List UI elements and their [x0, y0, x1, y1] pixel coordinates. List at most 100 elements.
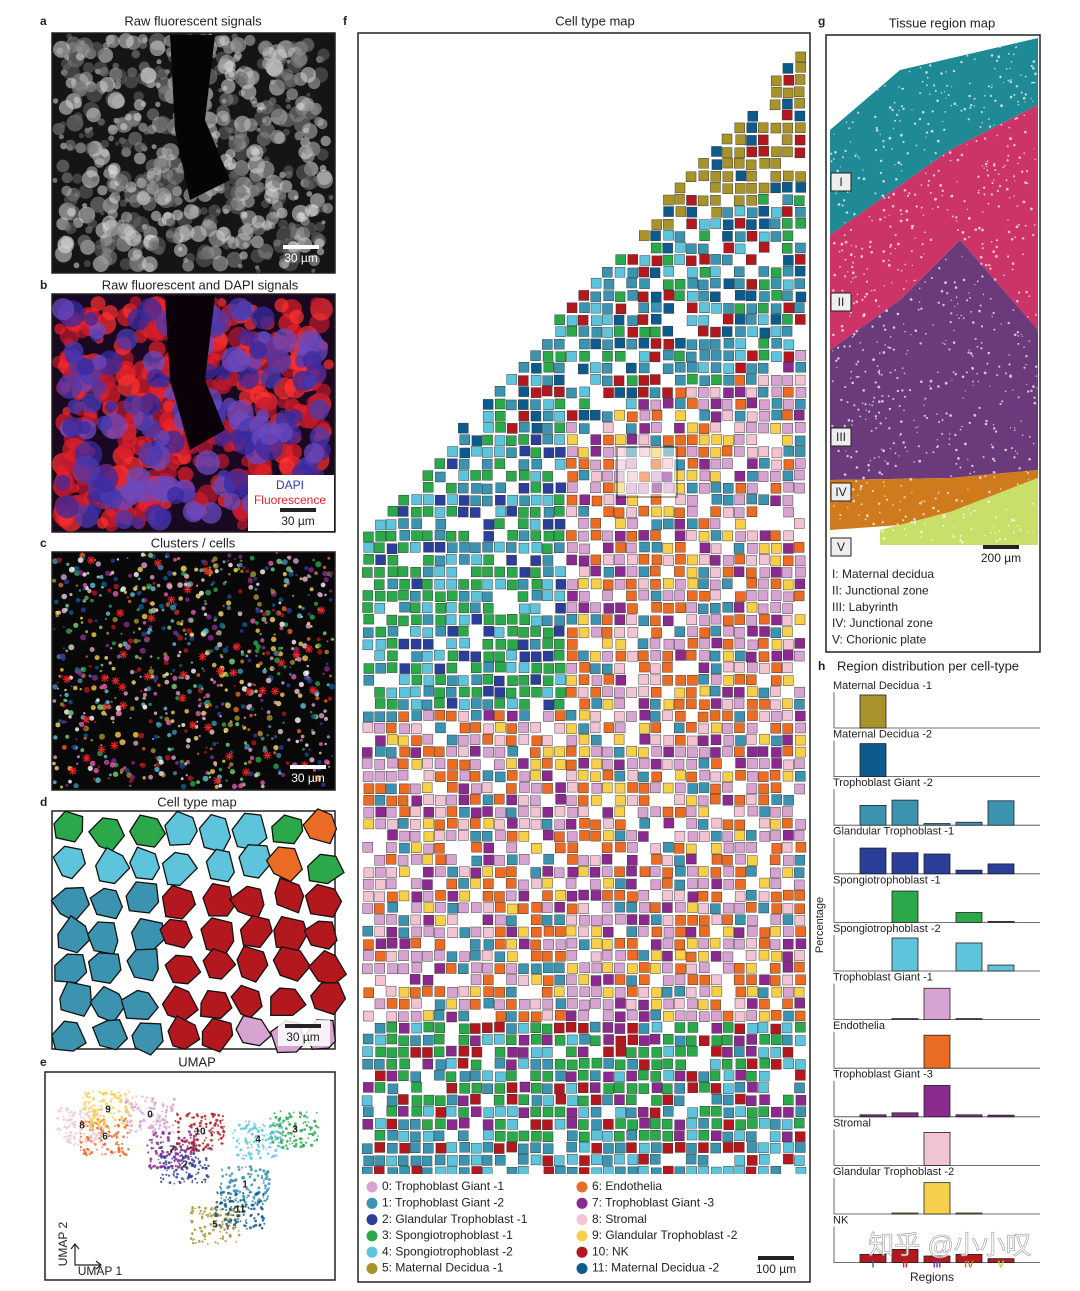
- texture-dot: [255, 1140, 258, 1143]
- cell: [530, 375, 542, 386]
- texture-dot: [171, 755, 176, 760]
- texture-dot: [175, 691, 181, 696]
- texture-dot: [100, 663, 104, 667]
- texture-dot: [80, 616, 83, 620]
- texture-dot: [218, 622, 225, 629]
- texture-dot: [67, 1124, 71, 1128]
- texture-dot: [174, 1147, 177, 1150]
- centroid-star: [97, 745, 106, 754]
- texture-dot: [168, 1126, 171, 1129]
- cell: [542, 423, 553, 434]
- texture-dot: [312, 768, 317, 772]
- cell: [735, 770, 746, 781]
- texture-dot: [134, 670, 138, 674]
- texture-dot: [158, 1117, 161, 1120]
- texture-dot: [91, 674, 98, 681]
- texture-dot: [237, 519, 248, 531]
- texture-dot: [254, 587, 258, 591]
- texture-dot: [206, 614, 212, 620]
- cell: [675, 734, 686, 746]
- texture-dot: [186, 1139, 188, 1142]
- texture-dot: [156, 721, 161, 726]
- cell: [566, 387, 577, 399]
- texture-dot: [291, 1142, 294, 1145]
- texture-dot: [306, 677, 313, 684]
- texture-dot: [206, 1143, 210, 1147]
- texture-dot: [189, 1161, 192, 1164]
- texture-dot: [124, 74, 138, 89]
- cell: [386, 783, 397, 795]
- texture-dot: [293, 558, 299, 564]
- texture-dot: [277, 190, 287, 200]
- cell: [423, 818, 434, 829]
- cell: [542, 543, 553, 554]
- texture-dot: [277, 1118, 280, 1121]
- cell: [363, 627, 374, 638]
- cell: [649, 267, 661, 278]
- cell: [362, 639, 374, 651]
- cell: [614, 687, 625, 699]
- texture-dot: [320, 582, 326, 588]
- texture-dot: [150, 1138, 153, 1141]
- texture-dot: [204, 1206, 207, 1210]
- texture-dot: [234, 1220, 238, 1224]
- cell: [650, 338, 662, 349]
- cell: [459, 542, 470, 553]
- texture-dot: [326, 683, 330, 687]
- texture-dot: [127, 67, 138, 78]
- texture-dot: [244, 34, 256, 46]
- centroid-star: [183, 585, 192, 594]
- cell: [651, 301, 662, 313]
- cell: [519, 421, 530, 433]
- cell: [757, 746, 769, 757]
- cell: [591, 675, 603, 686]
- cell: [770, 699, 781, 711]
- cell: [746, 567, 757, 578]
- texture-dot: [242, 622, 248, 628]
- texture-dot: [161, 1130, 165, 1135]
- texture-dot: [149, 40, 166, 57]
- texture-dot: [114, 510, 134, 530]
- cell: [698, 567, 709, 578]
- texture-dot: [252, 1225, 256, 1228]
- cell: [304, 883, 343, 918]
- cell: [519, 710, 530, 721]
- texture-dot: [102, 42, 110, 49]
- texture-dot: [240, 659, 245, 664]
- cell: [663, 518, 674, 530]
- texture-dot: [139, 1120, 143, 1124]
- cell: [398, 494, 409, 506]
- cell: [723, 363, 735, 374]
- texture-dot: [221, 1220, 224, 1223]
- texture-dot: [207, 1147, 210, 1150]
- texture-dot: [229, 762, 234, 767]
- cell: [447, 458, 458, 470]
- texture-dot: [74, 667, 80, 672]
- cell: [374, 542, 385, 553]
- cluster-label: 0: [147, 1110, 153, 1121]
- texture-dot: [204, 651, 209, 656]
- cell: [542, 579, 553, 590]
- texture-dot: [166, 1105, 169, 1108]
- cell: [674, 590, 685, 601]
- texture-dot: [119, 1099, 123, 1103]
- texture-dot: [158, 1114, 162, 1118]
- texture-dot: [73, 622, 79, 628]
- cell: [482, 399, 494, 410]
- texture-dot: [111, 1136, 114, 1138]
- texture-dot: [268, 560, 274, 566]
- texture-dot: [187, 642, 191, 646]
- cell: [446, 506, 458, 517]
- cell: [735, 134, 747, 145]
- texture-dot: [60, 785, 63, 789]
- cell: [710, 602, 721, 614]
- cell: [638, 674, 649, 685]
- cell: [746, 230, 758, 242]
- cell: [710, 171, 722, 182]
- texture-dot: [189, 1137, 192, 1139]
- cell: [566, 410, 578, 421]
- cell: [274, 877, 305, 914]
- texture-dot: [269, 1142, 272, 1145]
- texture-dot: [255, 1134, 258, 1138]
- texture-dot: [59, 1128, 62, 1131]
